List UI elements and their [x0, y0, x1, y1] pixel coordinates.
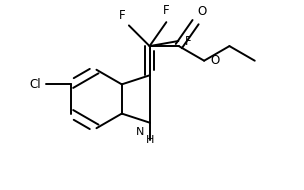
Text: O: O	[198, 5, 207, 18]
Text: H: H	[146, 135, 155, 145]
Text: F: F	[163, 4, 170, 17]
Text: F: F	[118, 9, 125, 21]
Text: F: F	[185, 35, 192, 48]
Text: Cl: Cl	[30, 78, 41, 91]
Text: N: N	[136, 127, 145, 138]
Text: O: O	[210, 54, 219, 67]
